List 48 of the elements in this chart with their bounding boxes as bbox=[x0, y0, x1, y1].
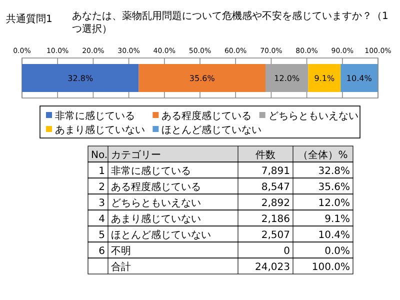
legend-label: 非常に感じている bbox=[55, 110, 135, 122]
text: 5 bbox=[98, 230, 105, 241]
bar bbox=[266, 64, 308, 92]
data-label: 35.6% bbox=[189, 74, 216, 83]
text: 合計 bbox=[111, 261, 131, 273]
text: 35.6% bbox=[318, 182, 350, 193]
text: No. bbox=[91, 150, 108, 161]
text: 2 bbox=[98, 182, 105, 193]
bar bbox=[308, 64, 341, 92]
legend-label: どちらともいえない bbox=[268, 111, 358, 122]
bar bbox=[22, 64, 139, 92]
text: 6 bbox=[98, 246, 105, 257]
text: 100.0% bbox=[312, 262, 350, 273]
text: 3 bbox=[98, 198, 105, 209]
text: どちらともいえない bbox=[111, 198, 201, 209]
text: 不明 bbox=[111, 246, 131, 257]
data-label: 12.0% bbox=[274, 74, 300, 83]
chart-title: 共通質問1 bbox=[6, 13, 52, 25]
data-label: 10.4% bbox=[346, 74, 372, 83]
text: （全体）% bbox=[298, 149, 348, 161]
legend-label: あまり感じていない bbox=[55, 124, 145, 136]
text: ある程度感じている bbox=[111, 181, 201, 193]
text: 2,186 bbox=[261, 214, 290, 225]
text: 2,507 bbox=[261, 230, 290, 241]
text: 8,547 bbox=[261, 182, 290, 193]
text: 1 bbox=[98, 166, 105, 177]
data-label: 32.8% bbox=[68, 74, 94, 83]
text: 0 bbox=[284, 246, 290, 257]
text: カテゴリー bbox=[111, 149, 161, 161]
chart-subtitle: あなたは、薬物乱用問題について危機感や不安を感じていますか？（1つ選択） bbox=[72, 10, 390, 36]
text: 12.0% bbox=[318, 198, 350, 209]
data-label: 9.1% bbox=[314, 74, 335, 83]
text: あまり感じていない bbox=[111, 213, 201, 225]
text: 32.8% bbox=[318, 166, 350, 177]
text: 24,023 bbox=[255, 262, 290, 273]
text: 0.0% bbox=[324, 246, 350, 257]
text: 9.1% bbox=[324, 214, 350, 225]
text: ほとんど感じていない bbox=[111, 229, 211, 241]
bar bbox=[138, 64, 266, 92]
text: 非常に感じている bbox=[111, 165, 191, 177]
text: 2,892 bbox=[261, 198, 290, 209]
legend-label: ある程度感じている bbox=[162, 110, 252, 122]
legend-label: ほとんど感じていない bbox=[162, 124, 262, 136]
text: 7,891 bbox=[261, 166, 290, 177]
text: 10.4% bbox=[318, 230, 350, 241]
bar bbox=[340, 64, 378, 92]
text: 件数 bbox=[256, 150, 276, 161]
text: 4 bbox=[98, 214, 105, 225]
